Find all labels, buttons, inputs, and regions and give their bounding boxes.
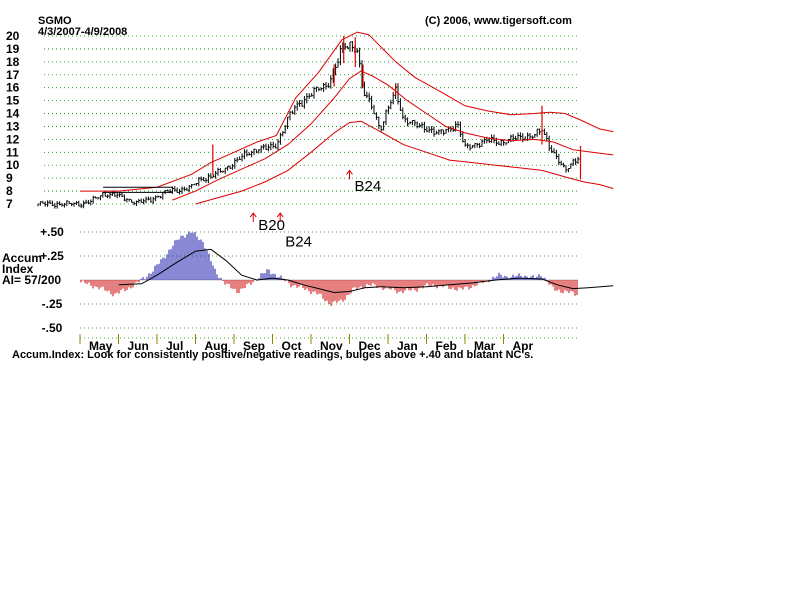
middle-band-line bbox=[172, 70, 614, 201]
signal-label: B20 bbox=[258, 217, 285, 234]
symbol-label: SGMO bbox=[38, 15, 72, 27]
price-tick-label: 15 bbox=[6, 94, 20, 108]
month-label: Jul bbox=[166, 339, 183, 353]
month-label: Mar bbox=[474, 339, 496, 353]
month-label: Sep bbox=[243, 339, 265, 353]
price-tick-label: 19 bbox=[6, 42, 20, 56]
price-bars bbox=[37, 36, 582, 209]
price-tick-label: 12 bbox=[6, 132, 20, 146]
accum-label-line-3: AI= 57/200 bbox=[2, 273, 61, 287]
price-tick-label: 14 bbox=[6, 107, 20, 121]
accum-tick-label: -.25 bbox=[42, 297, 63, 311]
month-label: Jan bbox=[397, 339, 418, 353]
accum-tick-label: -.50 bbox=[42, 321, 63, 335]
copyright-label: (C) 2006, www.tigersoft.com bbox=[425, 15, 572, 27]
accum-label-line-2: Index bbox=[2, 262, 34, 276]
accum-tick-label: +.25 bbox=[40, 249, 64, 263]
accum-bars bbox=[80, 231, 578, 306]
accum-y-axis: +.50 +.25 -.25 -.50 bbox=[40, 225, 64, 335]
signal-arrow bbox=[249, 212, 257, 223]
signal-arrow bbox=[276, 212, 284, 223]
month-label: May bbox=[89, 339, 113, 353]
signal-label: B24 bbox=[285, 234, 312, 251]
price-tick-label: 20 bbox=[6, 29, 20, 43]
price-tick-label: 11 bbox=[6, 145, 19, 159]
accum-average-line bbox=[118, 248, 614, 294]
price-tick-label: 13 bbox=[6, 119, 20, 133]
signal-label: B24 bbox=[355, 178, 382, 195]
upper-band-line bbox=[80, 31, 614, 192]
lower-band-line bbox=[195, 120, 614, 205]
date-range-label: 4/3/2007-4/9/2008 bbox=[38, 26, 127, 38]
month-label: Dec bbox=[359, 339, 381, 353]
month-axis: May Jun Jul Aug Sep Oct Nov Dec Jan Feb Mar Apr bbox=[79, 334, 578, 353]
accum-tick-label: +.50 bbox=[40, 225, 64, 239]
accum-label-line-1: Accum bbox=[2, 251, 42, 265]
footer-note: Accum.Index: Look for consistently posit… bbox=[12, 349, 533, 361]
month-label: Aug bbox=[205, 339, 228, 353]
month-label: Jun bbox=[128, 339, 149, 353]
month-label: Oct bbox=[282, 339, 302, 353]
price-grid bbox=[44, 35, 578, 205]
signal-arrow bbox=[346, 169, 353, 180]
accum-average bbox=[118, 248, 614, 294]
month-label: Nov bbox=[320, 339, 343, 353]
month-label: Feb bbox=[436, 339, 457, 353]
price-tick-label: 18 bbox=[6, 55, 20, 69]
price-tick-label: 10 bbox=[6, 158, 20, 172]
price-tick-label: 7 bbox=[6, 197, 13, 211]
price-overlays bbox=[80, 31, 614, 205]
price-tick-label: 8 bbox=[6, 184, 13, 198]
price-tick-label: 17 bbox=[6, 68, 20, 82]
price-tick-label: 9 bbox=[6, 171, 13, 185]
price-tick-label: 16 bbox=[6, 81, 20, 95]
month-label: Apr bbox=[513, 339, 534, 353]
